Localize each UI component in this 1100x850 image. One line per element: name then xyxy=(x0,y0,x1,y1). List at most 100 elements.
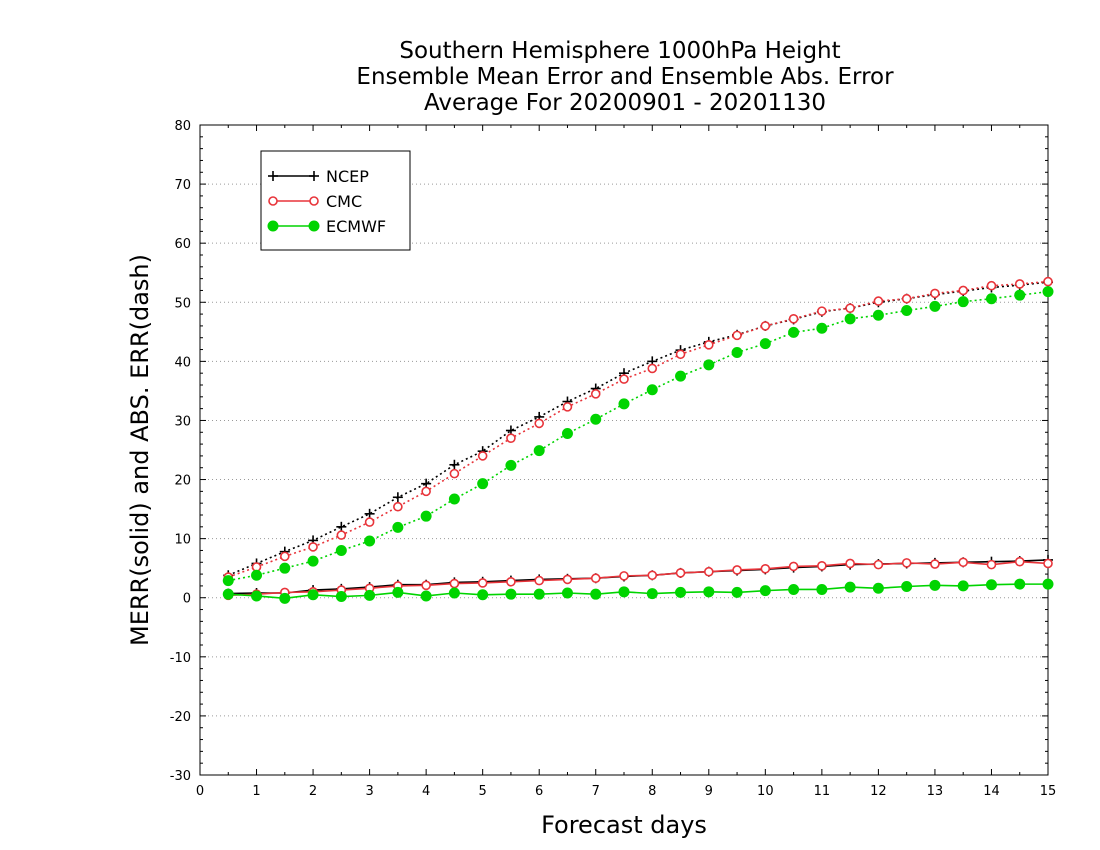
y-tick-label: -10 xyxy=(170,651,191,666)
data-point-abs-err xyxy=(222,575,234,587)
x-tick-label: 9 xyxy=(705,784,713,799)
series-line-abs-err xyxy=(227,281,1049,577)
legend-item-ecmwf: ECMWF xyxy=(267,217,386,236)
data-point-mean-err xyxy=(675,586,687,598)
data-point-abs-err xyxy=(901,305,913,317)
data-point-abs-err xyxy=(817,306,827,316)
x-tick-label: 5 xyxy=(479,784,487,799)
data-point-abs-err xyxy=(448,493,460,505)
x-tick-label: 15 xyxy=(1040,784,1057,799)
data-point-mean-err xyxy=(788,583,800,595)
data-point-abs-err xyxy=(506,433,516,443)
data-point-mean-err xyxy=(251,590,263,602)
data-point-mean-err xyxy=(1043,558,1053,569)
data-point-abs-err xyxy=(505,459,517,471)
data-point-mean-err xyxy=(816,583,828,595)
data-point-abs-err xyxy=(561,427,573,439)
data-point-abs-err xyxy=(703,340,714,350)
data-point-abs-err xyxy=(872,309,884,321)
data-point-abs-err xyxy=(307,555,319,567)
data-point-abs-err xyxy=(335,544,347,556)
data-point-mean-err xyxy=(844,581,856,593)
data-point-mean-err xyxy=(505,588,517,600)
data-point-mean-err xyxy=(449,578,460,589)
series-line-mean-err xyxy=(228,583,1048,600)
data-point-mean-err xyxy=(477,578,488,588)
data-point-mean-err xyxy=(760,563,771,574)
y-tick-label: 60 xyxy=(174,237,191,252)
y-tick-label: 40 xyxy=(174,355,191,370)
series-ncep xyxy=(223,277,1053,599)
y-tick-label: 30 xyxy=(174,414,191,429)
data-point-abs-err xyxy=(675,370,687,382)
x-tick-label: 0 xyxy=(196,784,204,799)
chart-title: Southern Hemisphere 1000hPa Height Ensem… xyxy=(356,38,894,116)
data-point-abs-err xyxy=(788,314,799,324)
y-tick-label: 80 xyxy=(174,119,191,134)
legend-marker xyxy=(268,171,278,181)
data-point-abs-err xyxy=(364,517,375,527)
data-point-mean-err xyxy=(759,585,771,597)
data-point-abs-err xyxy=(534,418,545,429)
data-point-mean-err xyxy=(392,586,404,598)
data-point-abs-err xyxy=(364,508,375,519)
data-point-abs-err xyxy=(647,363,658,374)
data-point-abs-err xyxy=(816,322,828,334)
y-axis-label: MERR(solid) and ABS. ERR(dash) xyxy=(126,254,154,646)
data-point-abs-err xyxy=(873,296,884,306)
data-point-mean-err xyxy=(930,559,940,569)
legend-item-cmc: CMC xyxy=(268,192,362,211)
data-point-mean-err xyxy=(732,565,742,575)
data-point-mean-err xyxy=(222,588,234,600)
data-point-abs-err xyxy=(420,510,432,522)
legend: NCEP CMC ECMWF xyxy=(260,150,411,251)
data-point-mean-err xyxy=(817,561,827,571)
series-cmc xyxy=(223,276,1053,601)
data-point-mean-err xyxy=(873,559,884,570)
data-point-abs-err xyxy=(1014,289,1026,301)
data-point-abs-err xyxy=(251,569,263,581)
data-point-abs-err xyxy=(619,374,629,384)
data-point-abs-err xyxy=(759,338,771,350)
data-point-mean-err xyxy=(561,587,573,599)
y-tick-label: 0 xyxy=(183,592,191,607)
data-point-abs-err xyxy=(618,398,630,410)
y-tick-label: -20 xyxy=(170,710,191,725)
x-tick-label: 4 xyxy=(422,784,430,799)
legend-marker xyxy=(267,220,279,232)
data-point-abs-err xyxy=(392,492,403,503)
data-point-mean-err xyxy=(901,581,913,592)
data-point-abs-err xyxy=(279,562,291,574)
data-point-abs-err xyxy=(1043,276,1053,287)
data-point-mean-err xyxy=(985,579,997,591)
x-tick-label: 11 xyxy=(814,784,831,799)
data-point-abs-err xyxy=(590,413,602,425)
data-point-mean-err xyxy=(562,574,573,585)
x-tick-label: 2 xyxy=(309,784,317,799)
series-line-mean-err xyxy=(228,559,1049,595)
data-point-abs-err xyxy=(308,542,318,552)
data-point-abs-err xyxy=(731,347,743,358)
data-point-abs-err xyxy=(364,535,376,547)
data-point-abs-err xyxy=(421,486,431,497)
data-point-abs-err xyxy=(477,478,489,490)
x-tick-label: 13 xyxy=(927,784,944,799)
legend-marker xyxy=(309,171,319,181)
data-point-mean-err xyxy=(901,558,912,568)
legend-label: ECMWF xyxy=(326,217,386,236)
data-point-mean-err xyxy=(646,588,658,600)
data-point-abs-err xyxy=(985,293,997,305)
data-point-mean-err xyxy=(420,590,432,602)
data-point-mean-err xyxy=(872,582,884,594)
data-point-mean-err xyxy=(618,586,630,598)
data-point-mean-err xyxy=(1014,556,1025,567)
data-point-mean-err xyxy=(364,589,376,601)
data-point-abs-err xyxy=(590,389,601,399)
grid xyxy=(200,183,1048,717)
y-tick-label: 70 xyxy=(174,178,191,193)
data-point-mean-err xyxy=(307,589,319,601)
x-tick-label: 8 xyxy=(648,784,656,799)
data-point-mean-err xyxy=(1042,578,1054,590)
data-point-mean-err xyxy=(957,580,969,592)
